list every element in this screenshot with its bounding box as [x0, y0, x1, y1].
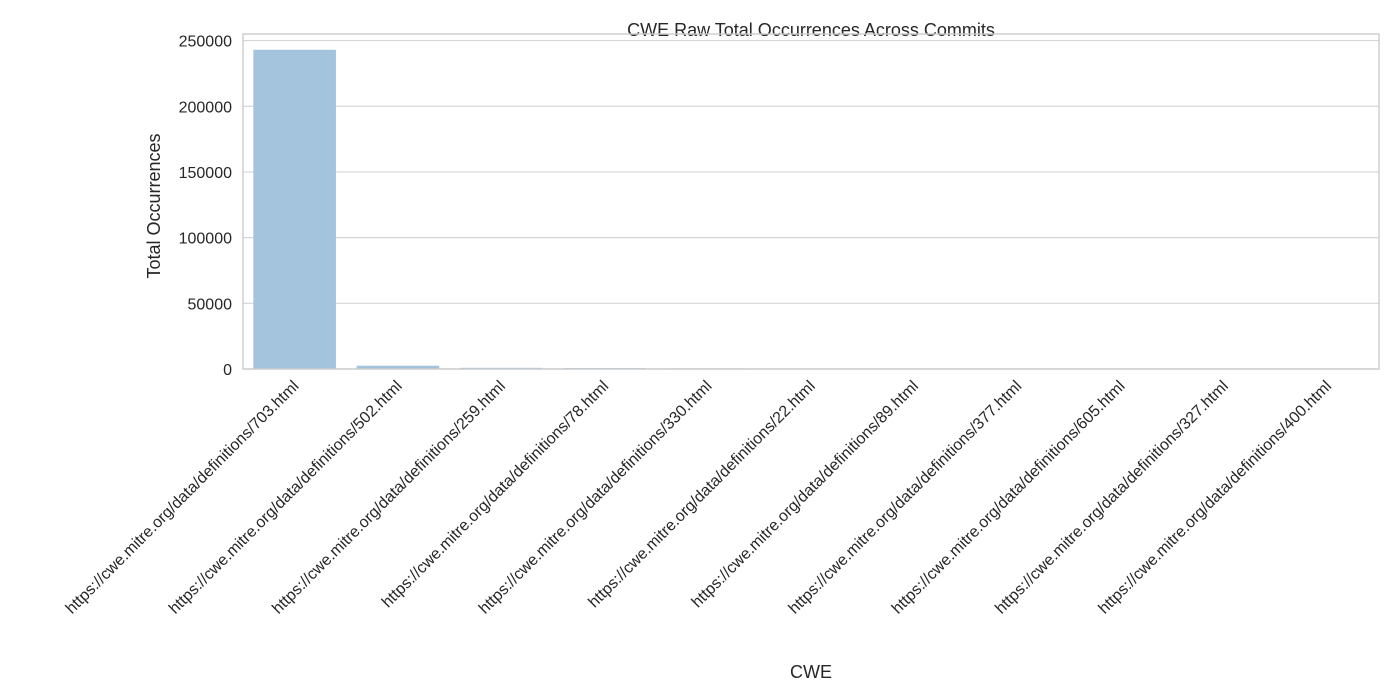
x-tick-label: https://cwe.mitre.org/data/definitions/3…	[476, 378, 716, 618]
y-tick-label: 0	[223, 362, 232, 379]
x-tick-label: https://cwe.mitre.org/data/definitions/3…	[992, 378, 1232, 618]
y-tick-label: 100000	[179, 231, 232, 248]
x-tick-label: https://cwe.mitre.org/data/definitions/2…	[585, 378, 818, 611]
y-axis-ticks: 0 50000 100000 150000 200000 250000	[179, 34, 232, 379]
x-tick-label: https://cwe.mitre.org/data/definitions/2…	[269, 378, 509, 618]
chart-title: CWE Raw Total Occurrences Across Commits	[627, 20, 995, 40]
x-tick-label: https://cwe.mitre.org/data/definitions/8…	[689, 378, 922, 611]
x-tick-label: https://cwe.mitre.org/data/definitions/4…	[1096, 378, 1336, 618]
x-tick-label: https://cwe.mitre.org/data/definitions/7…	[379, 378, 612, 611]
y-tick-label: 50000	[188, 296, 233, 313]
x-tick-label: https://cwe.mitre.org/data/definitions/6…	[889, 378, 1129, 618]
y-axis-label: Total Occurrences	[144, 133, 164, 278]
y-tick-label: 200000	[179, 99, 232, 116]
x-tick-label: https://cwe.mitre.org/data/definitions/5…	[166, 378, 406, 618]
plot-frame	[242, 33, 1380, 370]
x-axis-label: CWE	[790, 662, 832, 682]
x-tick-label: https://cwe.mitre.org/data/definitions/7…	[63, 378, 303, 618]
bar	[356, 365, 440, 369]
x-tick-label: https://cwe.mitre.org/data/definitions/3…	[786, 378, 1026, 618]
grid-layer	[243, 39, 1379, 370]
y-tick-label: 250000	[179, 34, 232, 51]
bar-layer	[253, 49, 1369, 369]
bar	[253, 49, 336, 369]
y-tick-label: 150000	[179, 165, 232, 182]
x-axis-ticks: https://cwe.mitre.org/data/definitions/7…	[63, 378, 1335, 618]
